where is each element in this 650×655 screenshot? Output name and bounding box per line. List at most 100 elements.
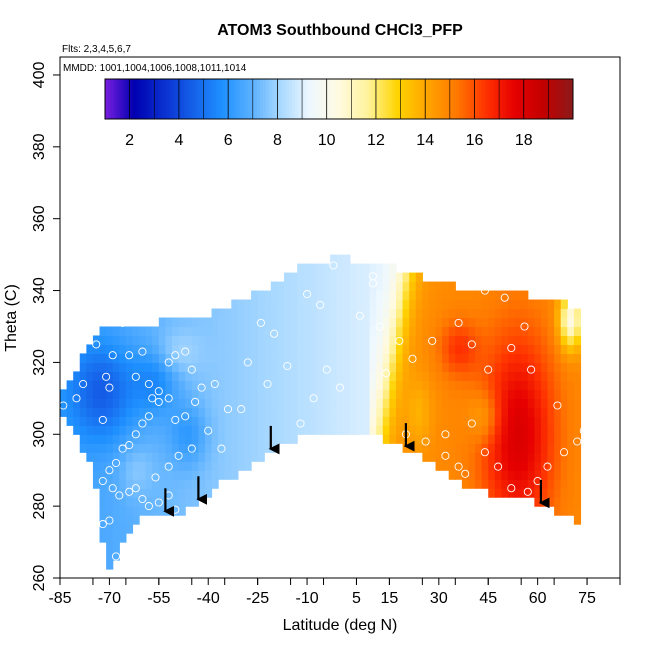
field-cell xyxy=(152,416,160,426)
field-cell xyxy=(475,479,483,489)
field-cell xyxy=(475,353,483,364)
colorbar-swatch xyxy=(300,79,305,119)
field-cell xyxy=(316,326,325,337)
field-cell xyxy=(185,470,193,480)
field-cell xyxy=(540,299,549,310)
field-cell xyxy=(237,344,246,355)
field-cell xyxy=(251,443,259,453)
field-cell xyxy=(547,380,555,390)
field-cell xyxy=(323,317,331,328)
field-cell xyxy=(409,434,417,444)
field-cell xyxy=(152,371,160,381)
field-cell xyxy=(336,308,344,319)
field-cell xyxy=(119,452,127,462)
field-cell xyxy=(139,479,147,489)
field-cell xyxy=(178,434,186,444)
field-cell xyxy=(211,380,219,390)
field-cell xyxy=(508,398,516,408)
field-cell xyxy=(251,380,259,390)
field-cell xyxy=(534,416,542,426)
field-cell xyxy=(435,326,443,337)
field-cell xyxy=(119,353,127,364)
colorbar-swatch xyxy=(236,79,241,119)
field-cell xyxy=(435,434,443,444)
field-cell xyxy=(415,290,423,301)
colorbar-swatch xyxy=(262,79,267,119)
field-cell xyxy=(112,371,120,381)
field-cell xyxy=(185,380,193,390)
sample-point xyxy=(283,361,292,371)
field-cell xyxy=(349,272,358,283)
field-cell xyxy=(415,299,423,310)
sample-point xyxy=(125,441,134,450)
field-cell xyxy=(323,407,331,417)
field-cell xyxy=(514,461,522,471)
field-cell xyxy=(218,380,226,390)
colorbar-swatch xyxy=(151,79,156,119)
field-cell xyxy=(257,407,265,417)
field-cell xyxy=(567,362,575,372)
colorbar-swatch xyxy=(189,79,194,119)
field-cell xyxy=(547,389,555,399)
field-cell xyxy=(540,380,549,390)
field-cell xyxy=(415,317,423,328)
field-cell xyxy=(547,479,555,489)
field-cell xyxy=(257,353,265,364)
field-cell xyxy=(132,506,140,516)
sample-point xyxy=(138,494,147,504)
field-cell xyxy=(428,326,437,337)
field-cell xyxy=(468,290,476,301)
field-cell xyxy=(106,497,114,507)
field-cell xyxy=(435,398,443,408)
field-cell xyxy=(191,479,199,489)
field-cell xyxy=(389,407,397,417)
field-cell xyxy=(297,389,305,399)
field-cell xyxy=(125,497,134,507)
field-cell xyxy=(435,425,443,435)
field-cell xyxy=(356,407,364,417)
field-cell xyxy=(435,461,443,471)
colorbar-swatch xyxy=(526,79,530,119)
field-cell xyxy=(461,425,470,435)
field-cell xyxy=(382,344,391,355)
field-cell xyxy=(428,452,437,462)
field-cell xyxy=(468,380,476,390)
field-cell xyxy=(112,398,120,408)
field-cell xyxy=(389,398,397,408)
field-cell xyxy=(172,362,180,372)
field-cell xyxy=(363,362,371,372)
field-cell xyxy=(178,407,186,417)
field-cell xyxy=(455,389,463,399)
field-cell xyxy=(92,452,101,462)
y-tick-label: 280 xyxy=(31,493,48,520)
colorbar-swatch xyxy=(222,79,226,119)
field-cell xyxy=(336,281,344,292)
field-cell xyxy=(152,452,160,462)
field-cell xyxy=(554,317,562,328)
field-cell xyxy=(211,416,219,426)
field-cell xyxy=(257,380,265,390)
field-cell xyxy=(270,389,279,399)
field-cell xyxy=(461,434,470,444)
field-cell xyxy=(125,326,134,337)
field-cell xyxy=(336,344,344,355)
field-cell xyxy=(125,353,134,364)
field-cell xyxy=(442,290,450,301)
field-cell xyxy=(152,479,160,489)
field-cell xyxy=(204,407,213,417)
field-cell xyxy=(99,434,107,444)
field-cell xyxy=(396,281,404,292)
field-cell xyxy=(336,335,344,346)
field-cell xyxy=(125,434,134,444)
field-cell xyxy=(310,308,318,319)
colorbar-swatch xyxy=(406,79,410,119)
colorbar-swatch xyxy=(336,79,340,119)
field-cell xyxy=(415,407,423,417)
sample-point xyxy=(154,387,163,396)
field-cell xyxy=(508,299,516,310)
field-cell xyxy=(119,344,127,355)
field-cell xyxy=(237,425,246,435)
field-cell xyxy=(244,371,252,381)
field-cell xyxy=(125,380,134,390)
